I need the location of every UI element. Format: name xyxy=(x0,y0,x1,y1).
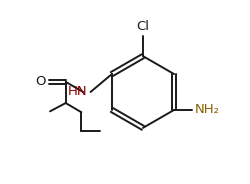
Text: NH₂: NH₂ xyxy=(194,103,219,116)
Text: HN: HN xyxy=(68,85,87,98)
Text: Cl: Cl xyxy=(136,20,149,33)
Text: O: O xyxy=(35,75,46,88)
